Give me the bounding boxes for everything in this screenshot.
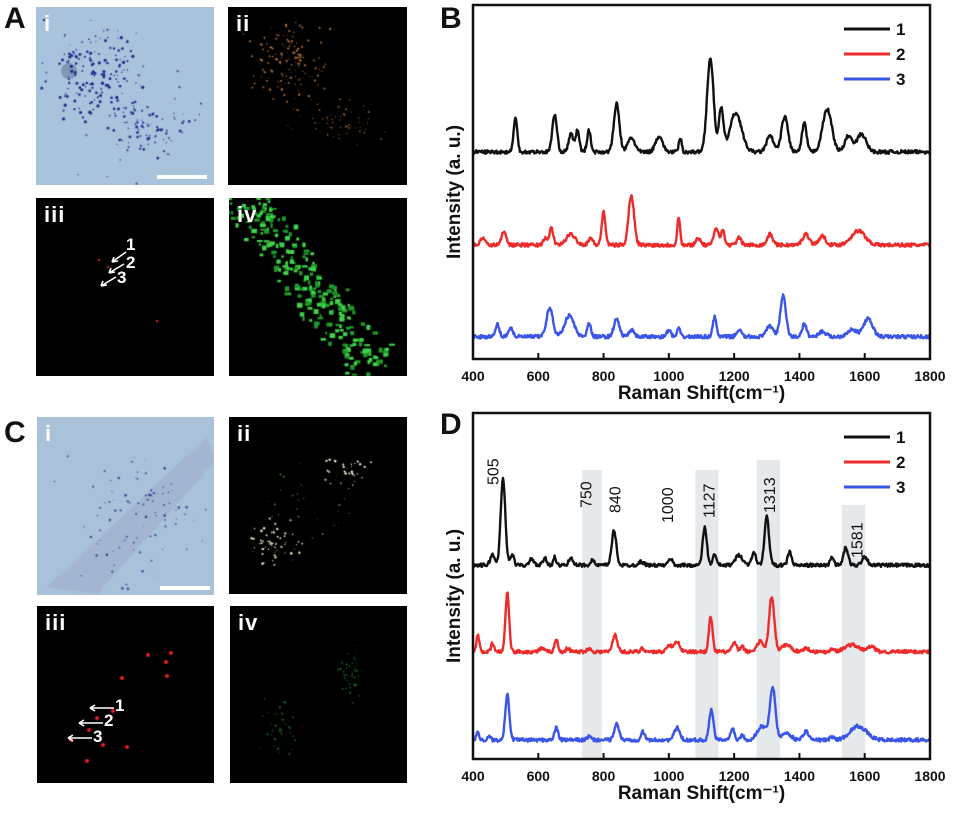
x-axis-label: Raman Shift(cm⁻¹) bbox=[618, 783, 785, 804]
subpanel-label: iii bbox=[44, 202, 66, 227]
micrograph-a-red-channel: iii 1 2 3 bbox=[36, 198, 214, 376]
peak-label-1313: 1313 bbox=[762, 477, 779, 513]
series-line-1 bbox=[471, 57, 931, 155]
subpanel-label: ii bbox=[236, 11, 251, 36]
x-tick-label: 800 bbox=[592, 768, 616, 784]
x-axis-label: Raman Shift(cm⁻¹) bbox=[618, 383, 785, 404]
shaded-band bbox=[756, 460, 781, 759]
marker-1: 1 bbox=[115, 696, 125, 715]
legend-label-1: 1 bbox=[896, 428, 905, 447]
arrow-icons bbox=[67, 704, 114, 742]
micrograph-image bbox=[36, 7, 214, 185]
series-line-2 bbox=[472, 194, 932, 248]
x-tick-label: 1600 bbox=[849, 768, 880, 784]
y-axis-label: Intensity (a. u.) bbox=[444, 125, 465, 259]
shaded-band bbox=[695, 470, 719, 759]
legend-label-1: 1 bbox=[896, 20, 905, 39]
shaded-band bbox=[582, 470, 602, 759]
micrograph-a-merged: ii bbox=[228, 7, 407, 185]
panel-label-a: A bbox=[4, 2, 26, 35]
x-tick-label: 1800 bbox=[914, 368, 945, 384]
series-line-3 bbox=[472, 685, 931, 743]
legend-label-3: 3 bbox=[896, 70, 905, 89]
arrow-icons bbox=[100, 251, 127, 287]
x-tick-label: 400 bbox=[461, 768, 485, 784]
subpanel-label: iv bbox=[237, 202, 258, 227]
plot-frame bbox=[471, 3, 932, 361]
micrograph-c-merged: ii bbox=[229, 417, 407, 594]
marker-3: 3 bbox=[93, 727, 103, 746]
micrograph-image bbox=[37, 606, 214, 783]
series-line-2 bbox=[472, 591, 932, 655]
x-tick-label: 1200 bbox=[719, 368, 750, 384]
subpanel-label: i bbox=[44, 11, 52, 36]
marker-1: 1 bbox=[126, 235, 136, 254]
panel-label-c: C bbox=[4, 416, 26, 449]
scale-bar bbox=[157, 175, 207, 179]
legend-label-3: 3 bbox=[896, 478, 905, 497]
peak-label-1127: 1127 bbox=[701, 483, 718, 518]
peak-label-750: 750 bbox=[578, 481, 595, 508]
micrograph-image bbox=[228, 7, 407, 185]
x-tick-label: 1000 bbox=[653, 768, 684, 784]
micrograph-image bbox=[229, 198, 407, 376]
subpanel-label: iv bbox=[238, 610, 259, 635]
series-line-1 bbox=[472, 476, 932, 569]
legend-label-2: 2 bbox=[896, 45, 905, 64]
micrograph-image bbox=[36, 198, 214, 376]
panel-label-b: B bbox=[440, 2, 462, 35]
micrograph-a-brightfield: i bbox=[36, 7, 214, 185]
panel-label-d: D bbox=[440, 408, 462, 441]
peak-label-1000: 1000 bbox=[660, 487, 677, 523]
shaded-band bbox=[841, 505, 866, 759]
x-tick-label: 1400 bbox=[784, 368, 815, 384]
micrograph-c-green-channel: iv bbox=[230, 606, 407, 783]
marker-2: 2 bbox=[104, 711, 114, 730]
micrograph-a-green-channel: iv bbox=[229, 198, 407, 376]
x-tick-label: 1600 bbox=[849, 368, 880, 384]
x-tick-label: 600 bbox=[527, 768, 551, 784]
micrograph-image bbox=[37, 417, 214, 595]
micrograph-c-brightfield: i bbox=[37, 417, 214, 595]
plot-frame bbox=[471, 411, 932, 761]
scale-bar bbox=[160, 586, 210, 590]
micrograph-image bbox=[230, 606, 407, 783]
marker-2: 2 bbox=[126, 253, 136, 272]
micrograph-image bbox=[229, 417, 407, 594]
peak-label-840: 840 bbox=[608, 486, 625, 513]
peak-label-1581: 1581 bbox=[850, 522, 867, 558]
series-line-3 bbox=[471, 293, 932, 340]
subpanel-label: ii bbox=[237, 421, 252, 446]
x-tick-label: 1800 bbox=[914, 768, 945, 784]
peak-label-505: 505 bbox=[485, 458, 502, 485]
legend-label-2: 2 bbox=[896, 453, 905, 472]
x-tick-label: 1000 bbox=[653, 368, 684, 384]
x-tick-label: 800 bbox=[592, 368, 616, 384]
x-tick-label: 1200 bbox=[719, 768, 750, 784]
y-axis-label: Intensity (a. u.) bbox=[444, 529, 465, 663]
subpanel-label: i bbox=[45, 421, 53, 446]
x-tick-label: 600 bbox=[527, 368, 551, 384]
x-tick-label: 1400 bbox=[784, 768, 815, 784]
x-tick-label: 400 bbox=[461, 368, 485, 384]
micrograph-c-red-channel: iii 1 2 3 bbox=[37, 606, 214, 783]
subpanel-label: iii bbox=[45, 610, 67, 635]
marker-3: 3 bbox=[117, 268, 127, 287]
